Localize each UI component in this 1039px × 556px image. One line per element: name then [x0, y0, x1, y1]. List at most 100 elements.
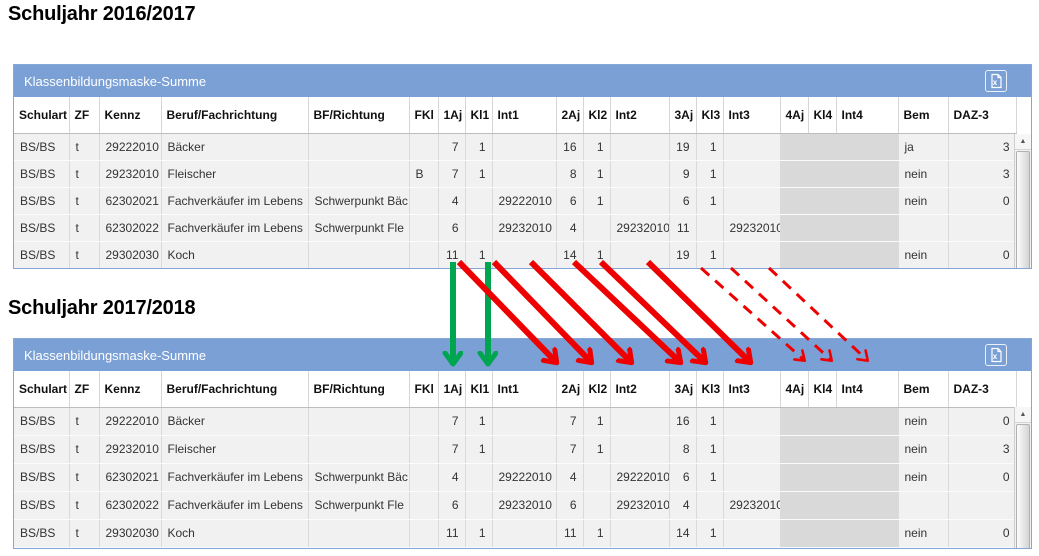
- grid-row[interactable]: BS/BS t 29302030 Koch 11 1 11 1 14 1 nein 0: [14, 519, 1017, 548]
- column-header-kl4[interactable]: Kl4: [808, 97, 837, 134]
- scrollbar-thumb[interactable]: [1016, 424, 1030, 548]
- column-header-kl1[interactable]: Kl1: [465, 371, 493, 408]
- column-header-kl4[interactable]: Kl4: [808, 371, 837, 408]
- cell-kl1: 1: [465, 435, 493, 464]
- column-header-kl3[interactable]: Kl3: [696, 371, 724, 408]
- column-header-zf[interactable]: ZF: [69, 371, 100, 408]
- cell-daz-3: 0: [948, 519, 1017, 548]
- column-header-kl2[interactable]: Kl2: [583, 97, 611, 134]
- cell-beruf-fachrichtung: Fleischer: [161, 435, 309, 464]
- column-header-fkl[interactable]: FKl: [409, 371, 439, 408]
- scroll-up-button[interactable]: ▲: [1015, 134, 1031, 150]
- cell-fkl: [409, 519, 439, 548]
- cell-zf: t: [69, 241, 100, 268]
- column-header-3aj[interactable]: 3Aj: [669, 97, 697, 134]
- cell-int3: [723, 519, 781, 548]
- excel-export-icon[interactable]: x: [985, 70, 1007, 92]
- column-header-zf[interactable]: ZF: [69, 97, 100, 134]
- column-header-int2[interactable]: Int2: [610, 97, 670, 134]
- cell-bem: nein: [898, 435, 949, 464]
- cell-daz-3: [948, 214, 1017, 242]
- cell-int3: 29232010: [723, 491, 781, 520]
- grid-row[interactable]: BS/BS t 29302030 Koch 11 1 14 1 19 1 nein 0: [14, 241, 1017, 268]
- cell-kl2: 1: [583, 241, 611, 268]
- grid-row[interactable]: BS/BS t 29232010 Fleischer B 7 1 8 1 9 1 nein 3: [14, 160, 1017, 188]
- grid-row[interactable]: BS/BS t 29222010 Bäcker 7 1 7 1 16 1 nein 0: [14, 407, 1017, 436]
- grid-row[interactable]: BS/BS t 62302022 Fachverkäufer im Lebens Sch…: [14, 214, 1017, 242]
- cell-bf-richtung: Schwerpunkt Fle: [308, 214, 410, 242]
- cell-kl3: 1: [696, 407, 724, 436]
- column-header-daz-3[interactable]: DAZ-3: [948, 97, 1017, 134]
- cell-fkl: [409, 435, 439, 464]
- cell-4aj: [780, 435, 809, 464]
- cell-kl4: [808, 407, 837, 436]
- grid-row[interactable]: BS/BS t 29222010 Bäcker 7 1 16 1 19 1 ja 3: [14, 133, 1017, 161]
- column-header-kl1[interactable]: Kl1: [465, 97, 493, 134]
- grid-header-row: Schulart ZF Kennz Beruf/Fachrichtung BF/Rich…: [14, 97, 1017, 134]
- column-header-fkl[interactable]: FKl: [409, 97, 439, 134]
- column-header-1aj[interactable]: 1Aj: [438, 371, 466, 408]
- column-header-int3[interactable]: Int3: [723, 97, 781, 134]
- column-header-schulart[interactable]: Schulart: [14, 97, 70, 134]
- column-header-kl3[interactable]: Kl3: [696, 97, 724, 134]
- column-header-bem[interactable]: Bem: [898, 371, 949, 408]
- cell-3aj: 11: [669, 214, 697, 242]
- cell-kl1: [465, 187, 493, 215]
- column-header-schulart[interactable]: Schulart: [14, 371, 70, 408]
- klassenbildung-grid-2016: Schulart ZF Kennz Beruf/Fachrichtung BF/Rich…: [14, 97, 1017, 268]
- panel-titlebar: Klassenbildungsmaske-Summe x: [14, 339, 1031, 371]
- cell-kennz: 62302021: [99, 463, 162, 492]
- cell-beruf-fachrichtung: Fachverkäufer im Lebens: [161, 491, 309, 520]
- grid-body: Schulart ZF Kennz Beruf/Fachrichtung BF/Rich…: [14, 97, 1031, 268]
- column-header-3aj[interactable]: 3Aj: [669, 371, 697, 408]
- cell-zf: t: [69, 214, 100, 242]
- grid-row[interactable]: BS/BS t 62302021 Fachverkäufer im Lebens Sch…: [14, 187, 1017, 215]
- scrollbar-thumb[interactable]: [1016, 151, 1030, 268]
- grid-row[interactable]: BS/BS t 62302022 Fachverkäufer im Lebens Sch…: [14, 491, 1017, 520]
- column-header-int1[interactable]: Int1: [492, 371, 557, 408]
- cell-daz-3: 0: [948, 463, 1017, 492]
- column-header-4aj[interactable]: 4Aj: [780, 371, 809, 408]
- column-header-int4[interactable]: Int4: [836, 371, 899, 408]
- column-header-int1[interactable]: Int1: [492, 97, 557, 134]
- cell-kl1: 1: [465, 160, 493, 188]
- cell-kl2: 1: [583, 160, 611, 188]
- cell-zf: t: [69, 187, 100, 215]
- cell-kl4: [808, 491, 837, 520]
- cell-kl3: 1: [696, 463, 724, 492]
- column-header-int4[interactable]: Int4: [836, 97, 899, 134]
- column-header-int2[interactable]: Int2: [610, 371, 670, 408]
- cell-kl3: 1: [696, 241, 724, 268]
- column-header-daz-3[interactable]: DAZ-3: [948, 371, 1017, 408]
- grid-row[interactable]: BS/BS t 62302021 Fachverkäufer im Lebens Sch…: [14, 463, 1017, 492]
- cell-kl2: 1: [583, 519, 611, 548]
- vertical-scrollbar[interactable]: ▲: [1014, 134, 1031, 268]
- column-header-bem[interactable]: Bem: [898, 97, 949, 134]
- vertical-scrollbar[interactable]: ▲: [1014, 407, 1031, 548]
- column-header-beruf-fachrichtung[interactable]: Beruf/Fachrichtung: [161, 371, 309, 408]
- column-header-int3[interactable]: Int3: [723, 371, 781, 408]
- excel-export-icon[interactable]: x: [985, 344, 1007, 366]
- grid-row[interactable]: BS/BS t 29232010 Fleischer 7 1 7 1 8 1 nein 3: [14, 435, 1017, 464]
- cell-bem: nein: [898, 519, 949, 548]
- cell-int4: [836, 491, 899, 520]
- column-header-2aj[interactable]: 2Aj: [556, 97, 584, 134]
- column-header-kl2[interactable]: Kl2: [583, 371, 611, 408]
- cell-bf-richtung: [308, 133, 410, 161]
- cell-kl1: 1: [465, 241, 493, 268]
- column-header-beruf-fachrichtung[interactable]: Beruf/Fachrichtung: [161, 97, 309, 134]
- column-header-kennz[interactable]: Kennz: [99, 371, 162, 408]
- grid-header-row: Schulart ZF Kennz Beruf/Fachrichtung BF/Rich…: [14, 371, 1017, 408]
- column-header-1aj[interactable]: 1Aj: [438, 97, 466, 134]
- column-header-4aj[interactable]: 4Aj: [780, 97, 809, 134]
- cell-bem: [898, 214, 949, 242]
- column-header-bf-richtung[interactable]: BF/Richtung: [308, 371, 410, 408]
- scroll-up-button[interactable]: ▲: [1015, 407, 1031, 423]
- column-header-bf-richtung[interactable]: BF/Richtung: [308, 97, 410, 134]
- column-header-kennz[interactable]: Kennz: [99, 97, 162, 134]
- cell-bem: nein: [898, 187, 949, 215]
- cell-int4: [836, 187, 899, 215]
- panel-title: Klassenbildungsmaske-Summe: [24, 73, 207, 89]
- column-header-2aj[interactable]: 2Aj: [556, 371, 584, 408]
- schoolyear-2017-2018-title: Schuljahr 2017/2018: [8, 297, 196, 319]
